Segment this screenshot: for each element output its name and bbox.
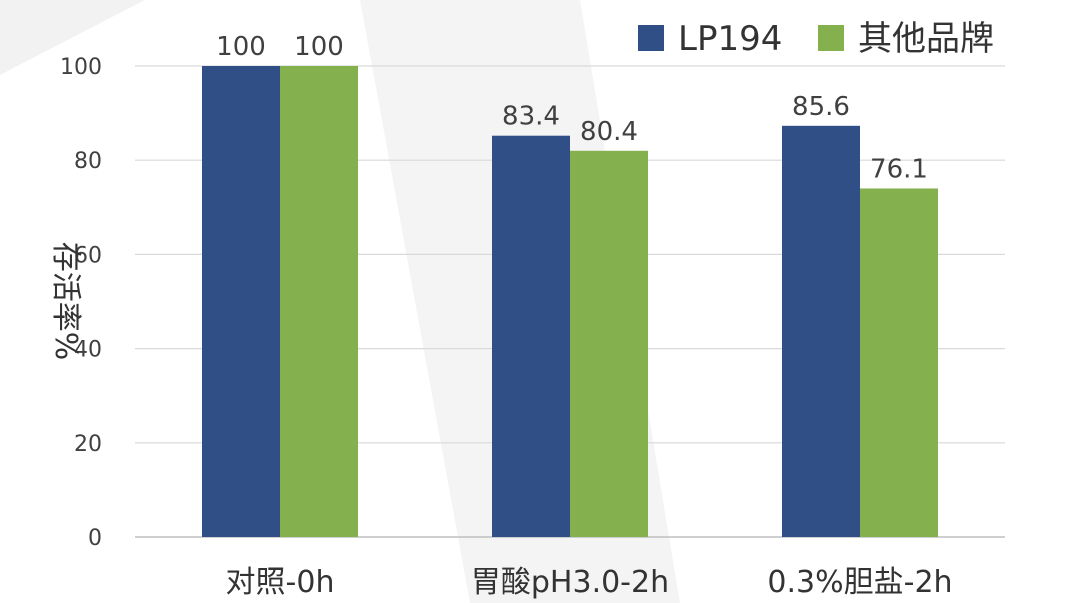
y-axis-ticks: 0 20 40 60 80 100	[60, 55, 102, 551]
data-label: 100	[216, 32, 266, 62]
category-label: 胃酸pH3.0-2h	[471, 565, 669, 600]
data-label: 80.4	[580, 117, 638, 147]
legend-swatch	[638, 25, 664, 51]
legend-swatch	[818, 25, 844, 51]
data-label: 100	[294, 32, 344, 62]
bar-series2	[860, 188, 938, 537]
category-labels: 对照-0h 胃酸pH3.0-2h 0.3%胆盐-2h	[226, 565, 953, 600]
y-axis-label: 存活率%	[48, 242, 83, 361]
legend-label: LP194	[678, 19, 782, 59]
y-tick-label: 20	[74, 432, 102, 457]
bar-series1	[492, 135, 570, 537]
data-label: 76.1	[870, 154, 928, 184]
legend: LP194 其他品牌	[638, 19, 994, 59]
category-label: 0.3%胆盐-2h	[767, 565, 952, 600]
data-label: 83.4	[502, 102, 560, 132]
bar-series2	[570, 150, 648, 537]
bar-series1	[202, 66, 280, 537]
data-label: 85.6	[792, 92, 850, 122]
y-tick-label: 100	[60, 55, 102, 80]
bars	[202, 66, 938, 537]
data-labels: 100 100 83.4 80.4 85.6 76.1	[216, 32, 928, 184]
y-tick-label: 60	[74, 243, 102, 268]
legend-label: 其他品牌	[858, 19, 994, 59]
y-tick-label: 40	[74, 338, 102, 363]
category-label: 对照-0h	[226, 565, 335, 600]
y-tick-label: 80	[74, 149, 102, 174]
bar-series1	[782, 125, 860, 537]
y-tick-label: 0	[88, 526, 102, 551]
bar-series2	[280, 66, 358, 537]
